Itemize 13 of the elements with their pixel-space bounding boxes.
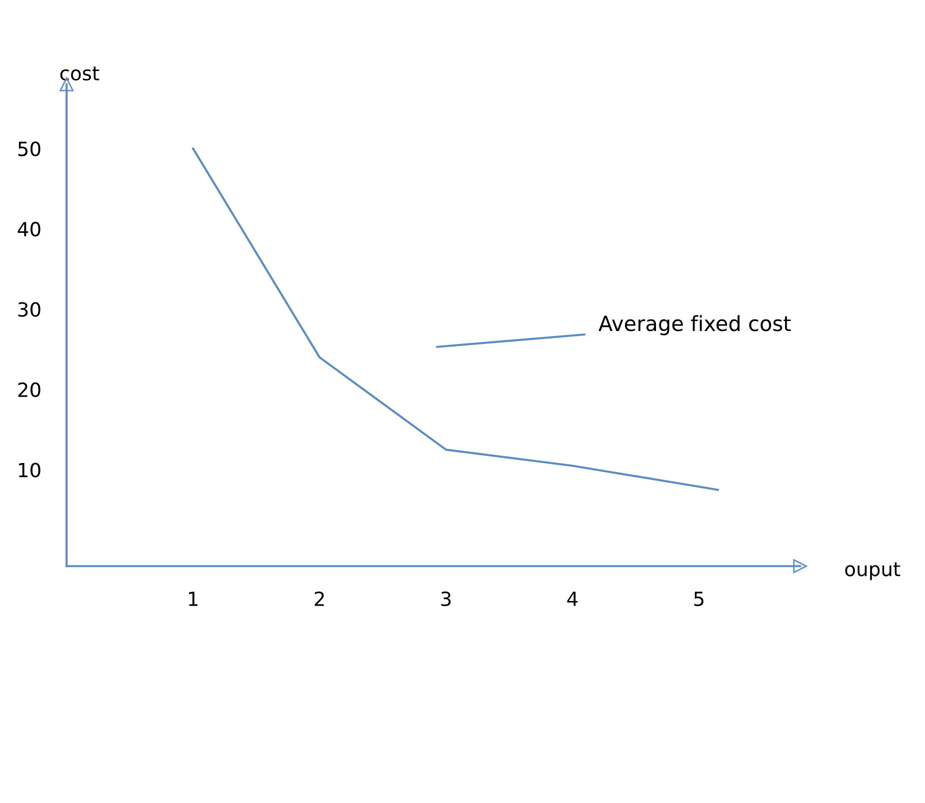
y-tick-label: 20 — [18, 382, 40, 398]
y-tick-label: 40 — [18, 222, 40, 237]
x-axis-title: ouput — [845, 562, 900, 580]
y-tick-label: 30 — [18, 302, 40, 317]
y-tick-label: 50 — [18, 142, 40, 156]
y-axis-title: cost — [60, 66, 100, 81]
x-tick-label: 4 — [567, 592, 578, 606]
x-tick-label: 5 — [694, 592, 704, 606]
x-tick-label: 3 — [441, 591, 451, 606]
y-tick-label: 10 — [18, 462, 40, 478]
x-tick-label: 1 — [189, 592, 198, 606]
annotation: Average fixed cost — [598, 315, 791, 336]
x-tick-label: 2 — [314, 591, 324, 606]
